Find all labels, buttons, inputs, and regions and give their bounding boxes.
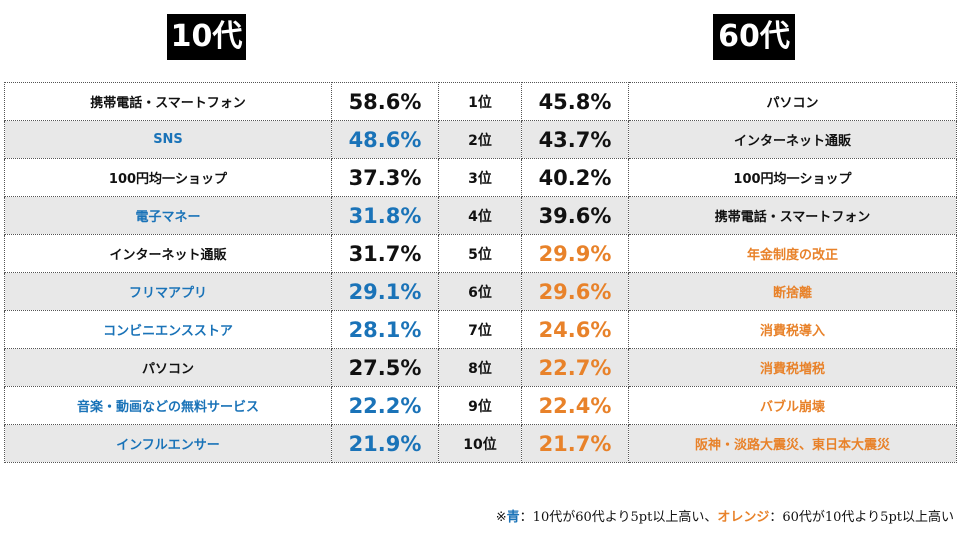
left-item-cell: インターネット通販 (4, 234, 332, 273)
rank-cell: 5位 (438, 234, 522, 273)
right-percent-cell: 45.8% (521, 82, 629, 121)
right-item-cell: パソコン (628, 82, 957, 121)
rank-cell: 3位 (438, 158, 522, 197)
table-row: パソコン 27.5% 8位 22.7% 消費税増税 (4, 348, 957, 387)
header-60s: 60代 (713, 14, 795, 60)
rank-cell: 4位 (438, 196, 522, 235)
right-item-cell: バブル崩壊 (628, 386, 957, 425)
footnote: ※青：10代が60代より5pt以上高い、オレンジ：60代が10代より5pt以上高… (330, 506, 954, 525)
right-percent-cell: 21.7% (521, 424, 629, 463)
right-percent-cell: 29.9% (521, 234, 629, 273)
left-item-cell: 100円均一ショップ (4, 158, 332, 197)
left-percent-cell: 31.7% (331, 234, 439, 273)
ranking-table: 携帯電話・スマートフォン 58.6% 1位 45.8% パソコン SNS 48.6% 2位 43… (4, 82, 957, 463)
left-item-cell: インフルエンサー (4, 424, 332, 463)
left-percent-cell: 27.5% (331, 348, 439, 387)
right-percent-cell: 39.6% (521, 196, 629, 235)
left-percent-cell: 58.6% (331, 82, 439, 121)
right-percent-cell: 43.7% (521, 120, 629, 159)
left-item-cell: フリマアプリ (4, 272, 332, 311)
table-row: インフルエンサー 21.9% 10位 21.7% 阪神・淡路大震災、東日本大震災 (4, 424, 957, 463)
footnote-orange-text: ：60代が10代より5pt以上高い (769, 510, 954, 525)
ranking-table-body: 携帯電話・スマートフォン 58.6% 1位 45.8% パソコン SNS 48.6% 2位 43… (4, 82, 957, 463)
right-percent-cell: 40.2% (521, 158, 629, 197)
footnote-blue-text: ：10代が60代より5pt以上高い、 (519, 510, 718, 525)
left-item-cell: コンビニエンスストア (4, 310, 332, 349)
rank-cell: 6位 (438, 272, 522, 311)
table-row: インターネット通販 31.7% 5位 29.9% 年金制度の改正 (4, 234, 957, 273)
left-percent-cell: 22.2% (331, 386, 439, 425)
right-item-cell: インターネット通販 (628, 120, 957, 159)
table-row: SNS 48.6% 2位 43.7% インターネット通販 (4, 120, 957, 159)
table-row: 音楽・動画などの無料サービス 22.2% 9位 22.4% バブル崩壊 (4, 386, 957, 425)
right-item-cell: 消費税導入 (628, 310, 957, 349)
table-row: コンビニエンスストア 28.1% 7位 24.6% 消費税導入 (4, 310, 957, 349)
right-item-cell: 消費税増税 (628, 348, 957, 387)
footnote-blue-label: 青 (506, 510, 520, 525)
right-item-cell: 阪神・淡路大震災、東日本大震災 (628, 424, 957, 463)
right-percent-cell: 24.6% (521, 310, 629, 349)
right-item-cell: 携帯電話・スマートフォン (628, 196, 957, 235)
footnote-orange-label: オレンジ (717, 510, 770, 525)
right-percent-cell: 22.7% (521, 348, 629, 387)
table-row: 100円均一ショップ 37.3% 3位 40.2% 100円均一ショップ (4, 158, 957, 197)
left-percent-cell: 37.3% (331, 158, 439, 197)
footnote-prefix: ※ (495, 510, 507, 525)
rank-cell: 8位 (438, 348, 522, 387)
table-row: 携帯電話・スマートフォン 58.6% 1位 45.8% パソコン (4, 82, 957, 121)
rank-cell: 2位 (438, 120, 522, 159)
header-10s: 10代 (167, 14, 246, 60)
left-item-cell: 電子マネー (4, 196, 332, 235)
rank-cell: 10位 (438, 424, 522, 463)
left-item-cell: 携帯電話・スマートフォン (4, 82, 332, 121)
left-item-cell: SNS (4, 120, 332, 159)
rank-cell: 9位 (438, 386, 522, 425)
right-item-cell: 年金制度の改正 (628, 234, 957, 273)
table-row: 電子マネー 31.8% 4位 39.6% 携帯電話・スマートフォン (4, 196, 957, 235)
left-percent-cell: 31.8% (331, 196, 439, 235)
left-item-cell: 音楽・動画などの無料サービス (4, 386, 332, 425)
left-percent-cell: 28.1% (331, 310, 439, 349)
left-percent-cell: 21.9% (331, 424, 439, 463)
left-percent-cell: 48.6% (331, 120, 439, 159)
left-percent-cell: 29.1% (331, 272, 439, 311)
right-percent-cell: 29.6% (521, 272, 629, 311)
right-percent-cell: 22.4% (521, 386, 629, 425)
left-item-cell: パソコン (4, 348, 332, 387)
rank-cell: 1位 (438, 82, 522, 121)
rank-cell: 7位 (438, 310, 522, 349)
right-item-cell: 100円均一ショップ (628, 158, 957, 197)
right-item-cell: 断捨離 (628, 272, 957, 311)
table-row: フリマアプリ 29.1% 6位 29.6% 断捨離 (4, 272, 957, 311)
